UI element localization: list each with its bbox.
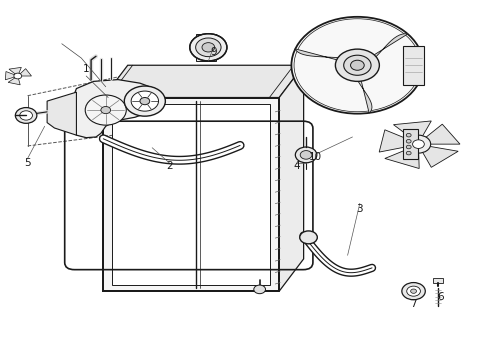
Circle shape: [406, 135, 431, 153]
Circle shape: [85, 95, 126, 125]
Polygon shape: [403, 129, 418, 159]
Text: 3: 3: [357, 204, 363, 214]
Polygon shape: [403, 45, 424, 85]
Polygon shape: [47, 92, 76, 135]
Circle shape: [254, 285, 266, 294]
Circle shape: [190, 34, 227, 61]
Text: 2: 2: [166, 161, 172, 171]
Circle shape: [406, 134, 411, 137]
Circle shape: [407, 286, 420, 296]
Polygon shape: [9, 67, 22, 76]
Text: 6: 6: [437, 292, 444, 302]
Polygon shape: [385, 147, 419, 168]
Polygon shape: [355, 65, 372, 113]
Circle shape: [300, 150, 312, 159]
Polygon shape: [5, 72, 18, 80]
Polygon shape: [112, 104, 270, 285]
Circle shape: [350, 60, 364, 70]
Polygon shape: [393, 121, 431, 141]
Text: 1: 1: [83, 64, 90, 74]
Circle shape: [140, 98, 150, 105]
Circle shape: [335, 49, 379, 81]
Circle shape: [411, 289, 416, 293]
Circle shape: [406, 151, 411, 155]
Circle shape: [196, 38, 221, 57]
Text: 9: 9: [210, 46, 217, 57]
Polygon shape: [103, 65, 304, 98]
Circle shape: [14, 73, 22, 79]
Polygon shape: [72, 80, 157, 138]
Circle shape: [292, 17, 423, 114]
Polygon shape: [8, 76, 20, 85]
Circle shape: [20, 111, 32, 120]
Circle shape: [131, 91, 159, 111]
Polygon shape: [433, 278, 443, 283]
Text: 10: 10: [309, 152, 322, 162]
Polygon shape: [357, 34, 408, 66]
Text: 4: 4: [293, 161, 299, 171]
Circle shape: [300, 231, 318, 244]
Circle shape: [343, 55, 371, 75]
Circle shape: [406, 145, 411, 149]
Polygon shape: [422, 124, 460, 144]
Text: 5: 5: [24, 158, 31, 168]
Circle shape: [295, 147, 317, 163]
Polygon shape: [103, 98, 279, 291]
Circle shape: [413, 140, 424, 148]
Circle shape: [124, 86, 165, 116]
Polygon shape: [18, 69, 31, 76]
Circle shape: [406, 139, 411, 143]
Polygon shape: [295, 49, 357, 65]
Circle shape: [202, 42, 215, 52]
Polygon shape: [379, 130, 414, 152]
Circle shape: [402, 283, 425, 300]
Polygon shape: [196, 34, 216, 61]
Polygon shape: [420, 145, 458, 167]
Circle shape: [15, 108, 37, 123]
Polygon shape: [279, 65, 304, 291]
Text: 7: 7: [410, 299, 417, 309]
Circle shape: [101, 107, 111, 114]
